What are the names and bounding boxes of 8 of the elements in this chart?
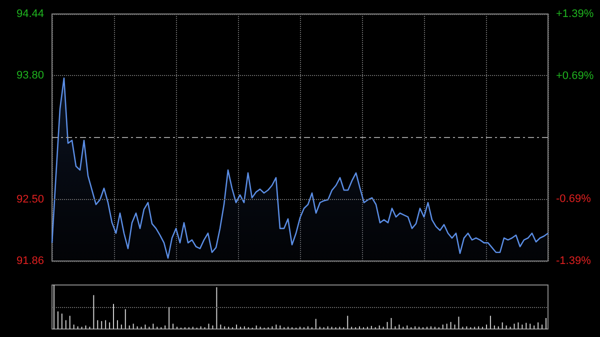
- y2-tick-label: +1.39%: [556, 8, 594, 20]
- y-tick-label: 93.80: [16, 69, 44, 82]
- y2-tick-label: -1.39%: [556, 255, 592, 267]
- y2-tick-label: +0.69%: [556, 70, 594, 82]
- y2-tick-label: -0.69%: [556, 192, 592, 205]
- y-tick-label: 91.86: [16, 255, 44, 267]
- y-tick-label: 92.50: [16, 194, 44, 206]
- y-tick-label: 94.44: [16, 8, 44, 20]
